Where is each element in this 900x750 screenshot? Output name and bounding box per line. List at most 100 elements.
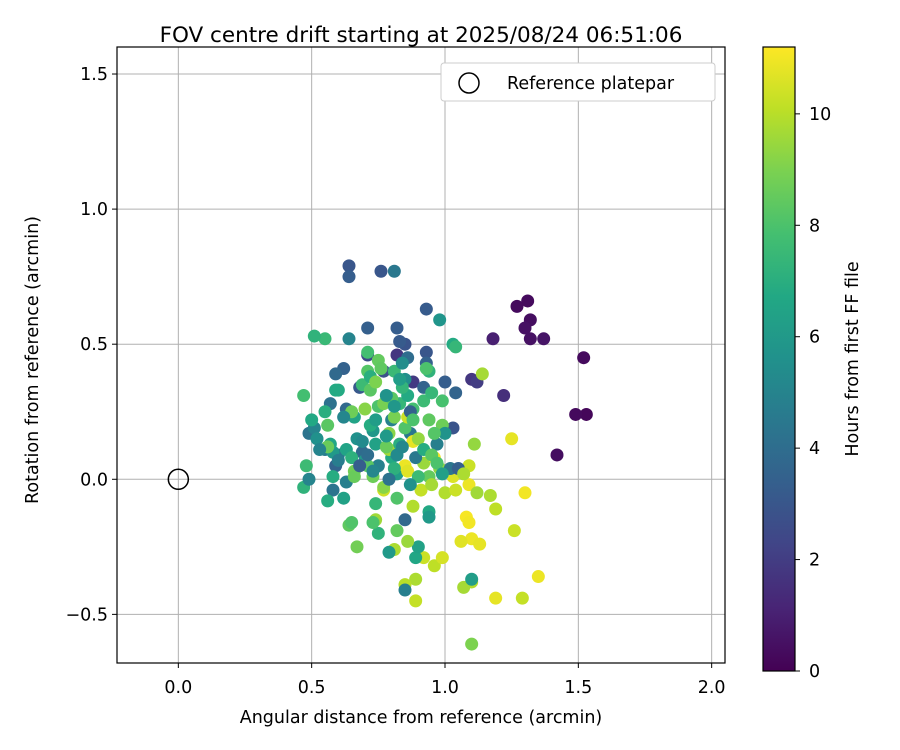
data-point (369, 497, 383, 511)
data-point (435, 394, 449, 408)
data-point (467, 437, 481, 451)
data-point (347, 470, 361, 484)
data-point (342, 270, 356, 284)
data-point (427, 559, 441, 573)
y-tick-label: −0.5 (66, 605, 109, 625)
data-point (371, 526, 385, 540)
x-tick-label: 0.0 (164, 678, 192, 698)
data-point (398, 421, 412, 435)
data-point (449, 386, 463, 400)
data-point (411, 540, 425, 554)
data-point (382, 472, 396, 486)
legend-label: Reference platepar (507, 74, 675, 94)
data-point (465, 572, 479, 586)
y-tick-label: 0.5 (80, 335, 108, 355)
data-point (318, 332, 332, 346)
data-point (387, 399, 401, 413)
data-point (297, 389, 311, 403)
data-point (307, 329, 321, 343)
data-point (470, 486, 484, 500)
data-point (569, 407, 583, 421)
colorbar-gradient (762, 46, 796, 672)
data-point (353, 459, 367, 473)
colorbar-tick-label: 10 (809, 105, 831, 125)
y-axis-ticks: −0.5 0.0 0.5 1.0 1.5 (66, 65, 117, 625)
x-axis-ticks: 0.0 0.5 1.0 1.5 2.0 (164, 663, 726, 698)
data-point (483, 488, 497, 502)
data-point (390, 491, 404, 505)
data-point (510, 299, 524, 313)
y-tick-label: 0.0 (80, 470, 108, 490)
y-axis-label: Rotation from reference (arcmin) (23, 216, 43, 504)
data-point (321, 418, 335, 432)
data-point (379, 389, 393, 403)
data-point (505, 432, 519, 446)
data-point (401, 464, 415, 478)
data-point (379, 440, 393, 454)
data-point (358, 402, 372, 416)
data-point (497, 389, 511, 403)
data-point (425, 386, 439, 400)
data-point (457, 467, 471, 481)
data-point (379, 429, 393, 443)
data-point (345, 516, 359, 530)
data-point (537, 332, 551, 346)
data-point (417, 394, 431, 408)
legend-box (440, 62, 716, 102)
data-point (489, 502, 503, 516)
data-point (425, 478, 439, 492)
data-point (531, 570, 545, 584)
data-point (411, 470, 425, 484)
reference-point (167, 468, 190, 491)
x-axis-label: Angular distance from reference (arcmin) (240, 708, 603, 728)
plot-frame (116, 46, 726, 664)
data-point (393, 334, 407, 348)
colorbar-tick-label: 8 (809, 216, 820, 236)
data-point (329, 367, 343, 381)
y-tick-label: 1.0 (80, 200, 108, 220)
chart-title: FOV centre drift starting at 2025/08/24 … (160, 23, 683, 48)
x-tick-label: 1.0 (431, 678, 459, 698)
data-point (409, 572, 423, 586)
data-point (433, 313, 447, 327)
data-point (419, 362, 433, 376)
data-point (387, 264, 401, 278)
data-point (387, 461, 401, 475)
data-point (337, 410, 351, 424)
data-point (411, 432, 425, 446)
data-point (430, 456, 444, 470)
data-point (305, 413, 319, 427)
data-point (449, 340, 463, 354)
data-point (462, 516, 476, 530)
colorbar-tick-label: 4 (809, 439, 820, 459)
data-point (369, 375, 383, 389)
data-point (518, 486, 532, 500)
data-point (361, 321, 375, 335)
colorbar-tick-label: 6 (809, 328, 820, 348)
data-point (409, 551, 423, 565)
colorbar-tick-label: 2 (809, 551, 820, 571)
data-point (318, 405, 332, 419)
data-point (310, 432, 324, 446)
data-point (345, 451, 359, 465)
data-point (366, 516, 380, 530)
data-point (401, 534, 415, 548)
data-point (393, 372, 407, 386)
data-point (342, 259, 356, 273)
data-point (382, 545, 396, 559)
data-point (550, 448, 564, 462)
data-point (369, 437, 383, 451)
data-point (366, 464, 380, 478)
data-point (374, 264, 388, 278)
data-point (355, 434, 369, 448)
data-point (313, 443, 327, 457)
data-point (337, 491, 351, 505)
data-point (462, 478, 476, 492)
data-point (329, 383, 343, 397)
data-point (350, 540, 364, 554)
data-points (297, 259, 593, 651)
reference-platepar-marker (167, 468, 190, 491)
data-point (326, 483, 340, 497)
data-point (473, 537, 487, 551)
data-point (422, 510, 436, 524)
